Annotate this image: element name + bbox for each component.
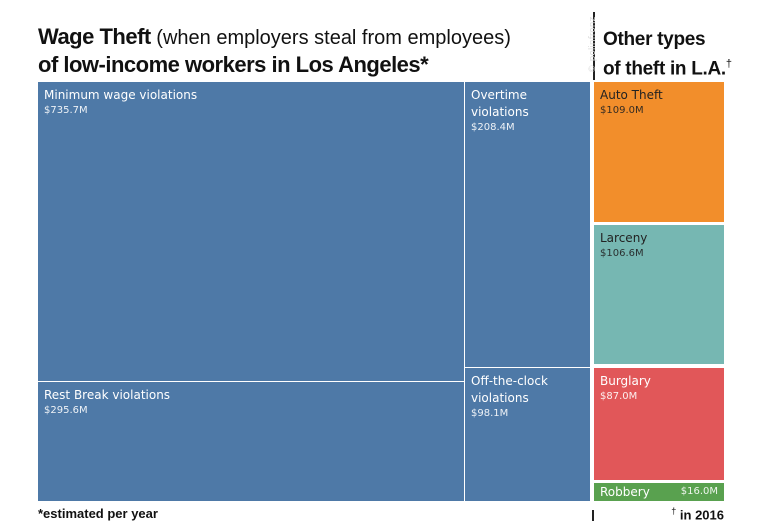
cell-value: $109.0M bbox=[600, 105, 644, 116]
cell-value: $295.6M bbox=[44, 405, 88, 416]
cell-value: $87.0M bbox=[600, 391, 638, 402]
cell-value: $208.4M bbox=[471, 122, 515, 133]
cell-label: Robbery bbox=[600, 484, 650, 499]
tick-mark bbox=[592, 510, 594, 521]
cell-value: $106.6M bbox=[600, 248, 644, 259]
title-line2: of low-income workers in Los Angeles* bbox=[38, 52, 429, 77]
cell-rest-break: Rest Break violations $295.6M bbox=[38, 382, 464, 501]
cell-value: $735.7M bbox=[44, 105, 88, 116]
cell-minimum-wage: Minimum wage violations $735.7M bbox=[38, 82, 464, 381]
divider bbox=[593, 12, 595, 80]
cell-label: Larceny bbox=[600, 231, 648, 245]
footnote-right: † in 2016 bbox=[671, 506, 724, 522]
right-title: Other types of theft in L.A.† bbox=[603, 28, 732, 81]
cell-burglary: Burglary $87.0M bbox=[594, 368, 724, 480]
dagger: † bbox=[725, 58, 732, 70]
cell-label: Auto Theft bbox=[600, 88, 663, 102]
chart-title: Wage Theft (when employers steal from em… bbox=[38, 24, 511, 77]
footnote-year: in 2016 bbox=[679, 507, 724, 523]
cell-larceny: Larceny $106.6M bbox=[594, 225, 724, 364]
cell-auto-theft: Auto Theft $109.0M bbox=[594, 82, 724, 222]
cell-label: Overtime violations bbox=[471, 88, 529, 119]
cell-label: Burglary bbox=[600, 374, 651, 388]
footnote-left: *estimated per year bbox=[38, 506, 158, 521]
cell-label: Minimum wage violations bbox=[44, 88, 198, 102]
right-title-line1: Other types bbox=[603, 29, 706, 50]
cell-label: Rest Break violations bbox=[44, 388, 171, 402]
right-title-line2: of theft in L.A. bbox=[603, 58, 726, 80]
dagger: † bbox=[671, 506, 677, 516]
cell-off-the-clock: Off-the-clock violations $98.1M bbox=[465, 368, 590, 501]
cell-value: $98.1M bbox=[471, 408, 509, 419]
title-bold: Wage Theft bbox=[38, 24, 151, 49]
cell-robbery: Robbery $16.0M bbox=[594, 483, 724, 501]
watermark: © polinfronz bbox=[588, 16, 599, 74]
cell-overtime: Overtime violations $208.4M bbox=[465, 82, 590, 367]
cell-label: Off-the-clock violations bbox=[471, 374, 548, 405]
cell-value: $16.0M bbox=[680, 486, 718, 497]
title-sub: (when employers steal from employees) bbox=[150, 27, 511, 49]
